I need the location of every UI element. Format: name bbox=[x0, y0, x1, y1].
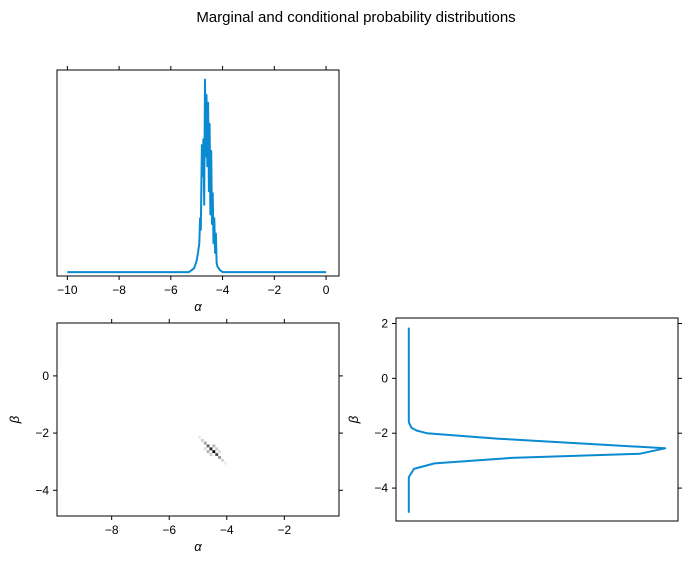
x-tick-label: −2 bbox=[267, 283, 281, 297]
y-tick-label: −2 bbox=[374, 426, 388, 440]
heatmap-cell bbox=[209, 453, 213, 456]
axes-frame bbox=[395, 317, 679, 522]
heatmap-cell bbox=[215, 447, 219, 451]
x-tick-label: −10 bbox=[57, 283, 78, 297]
axes-frame bbox=[56, 69, 340, 277]
heatmap-cell bbox=[200, 438, 204, 442]
x-axis-label: α bbox=[194, 299, 202, 314]
joint-density-plot: −8 −6 −4 −2 0 −2 −4 α β bbox=[7, 319, 343, 554]
x-tick-label: −6 bbox=[164, 283, 178, 297]
beta-marginal-plot: 2 0 −2 −4 β bbox=[346, 316, 682, 522]
y-tick-label: 2 bbox=[381, 316, 388, 330]
heatmap-cell bbox=[215, 453, 219, 456]
heatmap-cell bbox=[223, 461, 227, 465]
heatmap-cell bbox=[212, 450, 216, 454]
x-tick-label: −4 bbox=[216, 283, 230, 297]
y-tick-label: −4 bbox=[374, 481, 388, 495]
heatmap-cell bbox=[209, 447, 213, 451]
heatmap-cell bbox=[198, 435, 201, 439]
x-tick-label: −8 bbox=[105, 523, 119, 537]
x-tick-label: −6 bbox=[162, 523, 176, 537]
heatmap-cell bbox=[212, 444, 216, 448]
heatmap-cell bbox=[203, 447, 207, 451]
alpha-density-line bbox=[67, 78, 327, 274]
x-tick-label: −4 bbox=[220, 523, 234, 537]
x-tick-label: −2 bbox=[277, 523, 291, 537]
x-tick-label: −8 bbox=[112, 283, 126, 297]
x-axis-label: α bbox=[194, 539, 202, 554]
y-tick-label: −4 bbox=[35, 483, 49, 497]
heatmap-cell bbox=[206, 450, 210, 454]
beta-density-line bbox=[407, 327, 667, 513]
axes-frame bbox=[56, 322, 340, 517]
y-tick-label: −2 bbox=[35, 426, 49, 440]
y-tick-label: 0 bbox=[381, 371, 388, 385]
heatmap-cell bbox=[203, 441, 207, 445]
y-axis-label: β bbox=[346, 415, 361, 424]
heatmap-cell bbox=[218, 450, 221, 454]
x-tick-label: 0 bbox=[323, 283, 330, 297]
y-tick-label: 0 bbox=[42, 369, 49, 383]
heatmap-cell bbox=[206, 444, 210, 448]
alpha-marginal-plot: −10 −8 −6 −4 −2 0 α bbox=[56, 66, 340, 314]
figure-title: Marginal and conditional probability dis… bbox=[196, 9, 515, 26]
heatmap-cell bbox=[218, 456, 221, 459]
y-axis-label: β bbox=[7, 415, 22, 424]
heatmap-cell bbox=[221, 458, 224, 462]
